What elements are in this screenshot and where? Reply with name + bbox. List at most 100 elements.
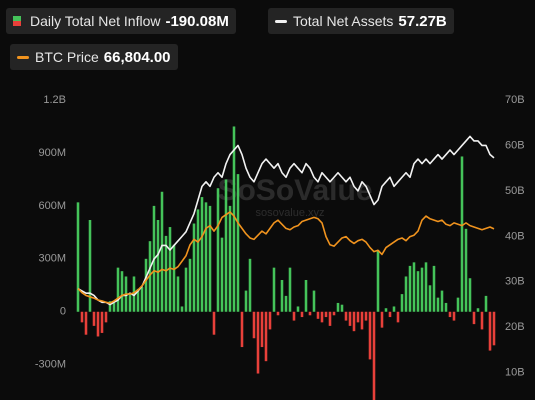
bar [128, 294, 132, 312]
y2-tick-label: 20B [505, 321, 525, 333]
bar [280, 280, 284, 312]
bar [400, 294, 404, 312]
bar [420, 267, 424, 312]
bar [416, 271, 420, 312]
bar [308, 311, 312, 316]
bar [296, 306, 300, 312]
bar [424, 262, 428, 312]
bar [216, 188, 220, 312]
bar [432, 265, 436, 312]
bar [276, 311, 280, 316]
bar [404, 276, 408, 312]
bar [120, 271, 124, 312]
bar [412, 262, 416, 312]
y2-tick-label: 60B [505, 139, 525, 151]
bar [148, 241, 152, 312]
bar [356, 311, 360, 323]
bar [100, 311, 104, 333]
bar [196, 209, 200, 312]
bar [304, 280, 308, 312]
bar [488, 311, 492, 351]
bar [232, 126, 236, 312]
bar [464, 228, 468, 312]
legend-inflow: Daily Total Net Inflow -190.08M [6, 8, 236, 34]
bar [344, 311, 348, 321]
bar [224, 179, 228, 312]
bar [244, 290, 248, 312]
bar [364, 311, 368, 321]
bar [376, 250, 380, 312]
y-tick-label: 1.2B [43, 94, 66, 106]
bar [172, 244, 176, 312]
bar [456, 297, 460, 312]
y-tick-label: -300M [35, 359, 66, 371]
bar [236, 174, 240, 312]
line [77, 211, 495, 304]
bar [108, 301, 112, 312]
watermark-text: SoSoValue [217, 174, 372, 207]
bar [248, 258, 252, 312]
bar [352, 311, 356, 332]
bar [332, 311, 336, 316]
legend-label: Total Net Assets [293, 13, 394, 29]
bar [188, 258, 192, 312]
legend-assets: Total Net Assets 57.27B [268, 8, 454, 34]
bar [156, 220, 160, 312]
legend-label: BTC Price [35, 49, 99, 65]
bar [256, 311, 260, 374]
y2-tick-label: 10B [505, 367, 525, 379]
bar [84, 311, 88, 335]
legend-value: -190.08M [165, 12, 229, 30]
y-tick-label: 900M [38, 147, 66, 159]
bar [480, 311, 484, 330]
y2-tick-label: 40B [505, 230, 525, 242]
legend-btc: BTC Price 66,804.00 [10, 44, 178, 70]
legend-label: Daily Total Net Inflow [30, 13, 161, 29]
bar [228, 205, 232, 312]
bar [204, 202, 208, 312]
bar [140, 287, 144, 312]
bar [484, 295, 488, 312]
bar [264, 311, 268, 362]
bar [288, 267, 292, 312]
bar [380, 311, 384, 328]
bar [136, 288, 140, 312]
bar [388, 311, 392, 318]
bar [268, 311, 272, 330]
bar [144, 258, 148, 312]
bar [212, 311, 216, 335]
legend-value: 66,804.00 [103, 48, 171, 66]
bar [112, 302, 116, 312]
bar [116, 267, 120, 312]
bar [160, 191, 164, 312]
watermark: SoSoValue sosovalue.xyz [217, 174, 372, 219]
bar [392, 306, 396, 312]
bar [348, 311, 352, 326]
bar [164, 235, 168, 312]
bar [444, 302, 448, 312]
legend-value: 57.27B [398, 12, 447, 30]
y2-tick-label: 30B [505, 276, 525, 288]
bar [292, 311, 296, 321]
bar [384, 308, 388, 312]
bar [408, 265, 412, 312]
watermark-sub: sosovalue.xyz [255, 207, 324, 219]
bar [316, 311, 320, 319]
bar [492, 311, 496, 346]
legend-swatch [275, 19, 287, 23]
bar [192, 223, 196, 312]
bar [80, 311, 84, 323]
bar [300, 311, 304, 318]
bar [88, 220, 92, 312]
legend-swatch [13, 16, 21, 26]
bar [76, 202, 80, 312]
bar [104, 311, 108, 323]
y-tick-label: 0 [60, 306, 66, 318]
bar [460, 156, 464, 312]
bar [340, 304, 344, 312]
y2-tick-label: 50B [505, 185, 525, 197]
bar [272, 267, 276, 312]
bar [176, 276, 180, 312]
bar [476, 308, 480, 312]
